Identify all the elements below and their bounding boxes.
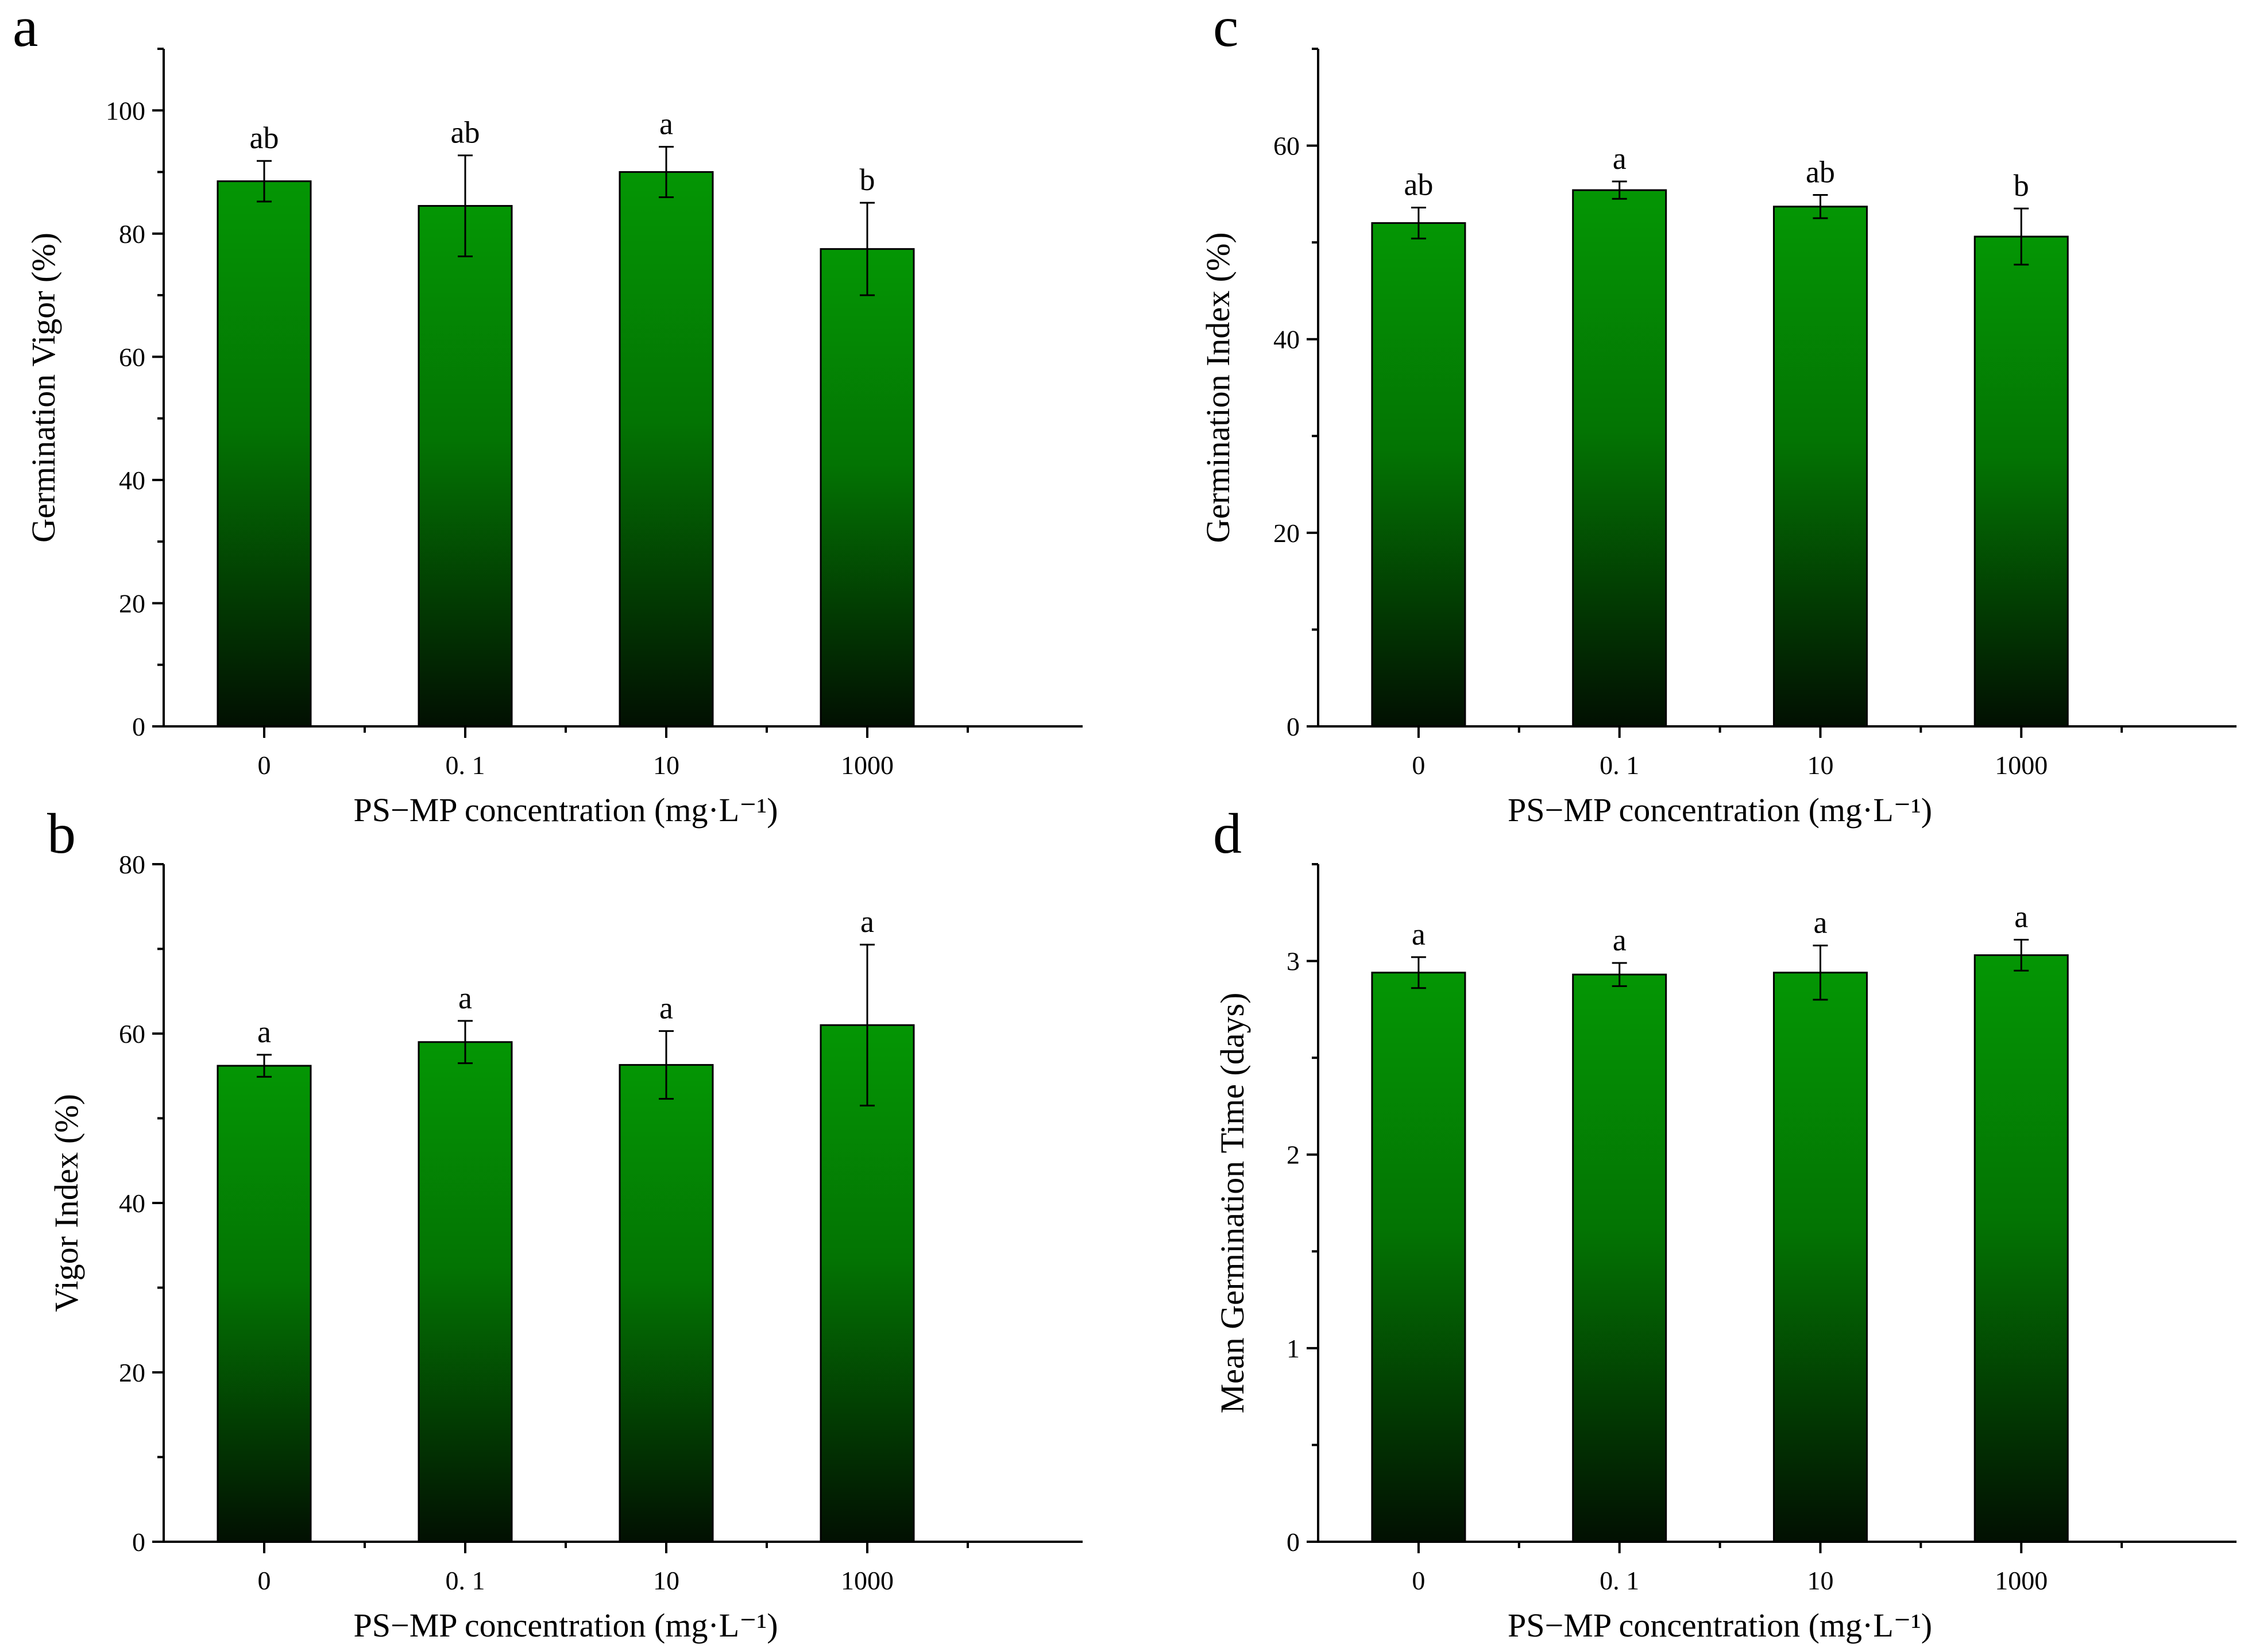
x-tick-label-b-0: 0 (258, 1566, 271, 1595)
y-tick-label-a-0: 0 (132, 712, 145, 741)
panel-letter-d: d (1213, 802, 1242, 865)
error-bar-b-3 (860, 943, 875, 1107)
x-tick-label-d-1: 0. 1 (1600, 1566, 1639, 1595)
x-axis-title-a: PS−MP concentration (mg·L⁻¹) (353, 791, 778, 829)
significance-label-a-2: a (659, 107, 673, 141)
x-tick-label-d-2: 10 (1807, 1566, 1833, 1595)
x-tick-label-a-2: 10 (653, 750, 679, 780)
significance-label-c-3: b (2014, 168, 2029, 203)
significance-label-c-1: a (1613, 141, 1627, 176)
chart-panel-c: c ab 0 a 0. 1 ab 10 b 1000 0 20 40 60 Germination Ind… (1199, 0, 2237, 829)
x-tick-label-c-0: 0 (1412, 750, 1425, 780)
x-tick-label-d-3: 1000 (1995, 1566, 2048, 1595)
bar-d-2 (1772, 972, 1868, 1543)
x-tick-label-d-0: 0 (1412, 1566, 1425, 1595)
y-axis-title-a: Germination Vigor (%) (25, 233, 62, 543)
significance-label-b-0: a (257, 1015, 271, 1049)
bar-c-2 (1772, 206, 1868, 728)
y-axis-title-d: Mean Germination Time (days) (1214, 993, 1251, 1414)
significance-label-b-2: a (659, 991, 673, 1026)
chart-panel-d: d a 0 a 0. 1 a 10 a 1000 0 1 2 3 Mean Germination Tim… (1213, 802, 2237, 1644)
error-bar-a-0 (257, 160, 272, 203)
y-tick-label-c-2: 40 (1273, 325, 1300, 354)
error-bar-a-2 (659, 146, 674, 199)
x-tick-label-a-3: 1000 (841, 750, 894, 780)
y-tick-label-b-2: 40 (119, 1189, 145, 1218)
error-bar-b-0 (257, 1054, 272, 1078)
bar-a-2 (619, 171, 714, 728)
x-tick-label-b-2: 10 (653, 1566, 679, 1595)
significance-label-b-1: a (458, 981, 472, 1015)
bar-c-1 (1572, 189, 1667, 728)
error-bar-d-3 (2014, 938, 2029, 972)
y-tick-label-b-1: 20 (119, 1358, 145, 1387)
y-tick-label-a-3: 60 (119, 342, 145, 372)
bar-d-1 (1572, 973, 1667, 1543)
error-bar-c-2 (1813, 194, 1828, 219)
bar-a-1 (418, 205, 513, 728)
y-tick-label-d-1: 1 (1287, 1334, 1300, 1363)
x-tick-label-c-1: 0. 1 (1600, 750, 1639, 780)
error-bar-c-1 (1612, 180, 1627, 200)
y-tick-label-a-5: 100 (106, 96, 145, 125)
significance-label-d-1: a (1613, 923, 1627, 957)
error-bar-c-3 (2014, 207, 2029, 266)
x-tick-label-a-1: 0. 1 (446, 750, 485, 780)
panel-letter-a: a (13, 0, 38, 59)
significance-label-c-2: ab (1806, 155, 1835, 189)
y-tick-label-c-3: 60 (1273, 131, 1300, 161)
panel-letter-c: c (1213, 0, 1238, 59)
significance-label-d-2: a (1813, 906, 1827, 940)
y-tick-label-b-3: 60 (119, 1019, 145, 1049)
chart-panel-a: a ab 0 ab 0. 1 a 10 b 1000 0 20 40 60 80 100 Germinatio… (13, 0, 1083, 829)
y-tick-label-c-1: 20 (1273, 519, 1300, 548)
bar-b-0 (217, 1065, 312, 1543)
y-axis-title-c: Germination Index (%) (1199, 232, 1237, 543)
significance-label-a-1: ab (451, 115, 480, 150)
significance-label-c-0: ab (1404, 167, 1433, 202)
error-bar-c-0 (1411, 206, 1426, 239)
y-tick-label-a-4: 80 (119, 219, 145, 249)
error-bar-a-1 (458, 154, 473, 258)
error-bar-d-2 (1813, 945, 1828, 1001)
error-bar-b-2 (659, 1030, 674, 1100)
bar-c-0 (1371, 222, 1466, 728)
x-axis-title-b: PS−MP concentration (mg·L⁻¹) (353, 1607, 778, 1644)
x-tick-label-a-0: 0 (258, 750, 271, 780)
y-tick-label-a-1: 20 (119, 589, 145, 618)
chart-panel-b: b a 0 a 0. 1 a 10 a 1000 0 20 40 60 80 Vigor Index (%)… (47, 802, 1083, 1644)
y-tick-label-d-2: 2 (1287, 1140, 1300, 1170)
bar-b-1 (418, 1041, 513, 1543)
significance-label-d-3: a (2014, 899, 2028, 934)
x-tick-label-c-2: 10 (1807, 750, 1833, 780)
error-bar-b-1 (458, 1020, 473, 1065)
significance-label-b-3: a (860, 904, 874, 939)
y-tick-label-d-3: 3 (1287, 947, 1300, 976)
bar-d-0 (1371, 972, 1466, 1543)
bar-b-2 (619, 1064, 714, 1543)
y-tick-label-b-0: 0 (132, 1527, 145, 1557)
x-tick-label-b-3: 1000 (841, 1566, 894, 1595)
x-tick-label-c-3: 1000 (1995, 750, 2048, 780)
bar-d-3 (1973, 954, 2069, 1543)
error-bar-d-1 (1612, 962, 1627, 987)
significance-label-d-0: a (1412, 917, 1426, 951)
panel-letter-b: b (47, 802, 76, 865)
bar-c-3 (1973, 235, 2069, 728)
y-tick-label-d-0: 0 (1287, 1527, 1300, 1557)
bar-a-3 (820, 248, 915, 728)
x-tick-label-b-1: 0. 1 (446, 1566, 485, 1595)
bar-a-0 (217, 180, 312, 728)
error-bar-d-0 (1411, 956, 1426, 989)
significance-label-a-3: b (860, 163, 875, 197)
y-tick-label-b-4: 80 (119, 850, 145, 879)
significance-label-a-0: ab (250, 121, 279, 155)
y-axis-title-b: Vigor Index (%) (48, 1094, 85, 1312)
y-tick-label-c-0: 0 (1287, 712, 1300, 741)
x-axis-title-d: PS−MP concentration (mg·L⁻¹) (1508, 1607, 1932, 1644)
error-bar-a-3 (860, 202, 875, 296)
y-tick-label-a-2: 40 (119, 466, 145, 495)
x-axis-title-c: PS−MP concentration (mg·L⁻¹) (1508, 791, 1932, 829)
